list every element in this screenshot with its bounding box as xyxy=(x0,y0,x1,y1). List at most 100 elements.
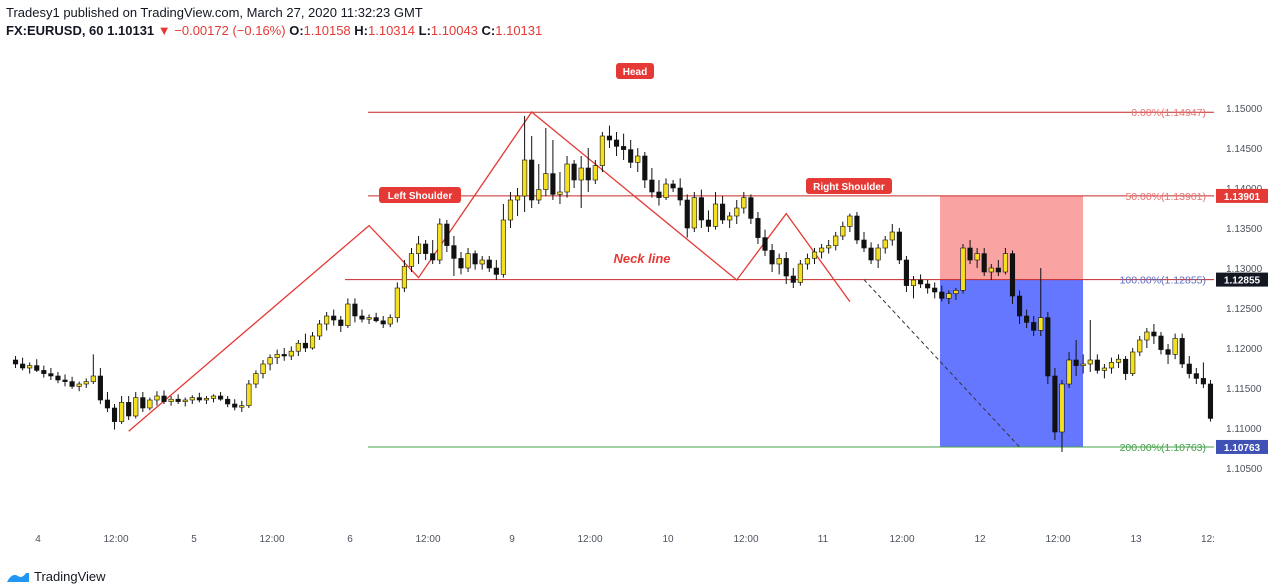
low-value: 1.10043 xyxy=(430,23,478,38)
candle-body xyxy=(776,258,782,265)
candle-body xyxy=(960,247,966,291)
candle-body xyxy=(1052,375,1058,433)
candle-body xyxy=(946,293,952,299)
x-tick-label: 13 xyxy=(1130,534,1142,545)
candle-body xyxy=(613,139,620,147)
candle-body xyxy=(995,267,1001,273)
candle-body xyxy=(175,398,181,402)
head-shoulders-pattern xyxy=(128,111,851,432)
candle-body xyxy=(910,279,917,286)
candle-body xyxy=(939,291,945,299)
candle-body xyxy=(359,315,365,320)
candle-body xyxy=(232,403,238,408)
candle-body xyxy=(218,395,224,400)
candle-body xyxy=(1130,351,1136,374)
candle-body xyxy=(119,402,125,422)
candle-body xyxy=(267,357,273,365)
candle-body xyxy=(755,218,761,238)
candle-body xyxy=(522,159,528,197)
candle-body xyxy=(1073,359,1079,366)
candle-body xyxy=(981,253,987,273)
open-value: 1.10158 xyxy=(303,23,351,38)
candle-body xyxy=(90,375,96,382)
pattern-label-box xyxy=(806,178,892,194)
candle-body xyxy=(988,267,994,273)
candle-body xyxy=(974,253,980,261)
candle-body xyxy=(734,207,740,217)
footer-brand[interactable]: TradingView xyxy=(6,569,106,584)
candle-body xyxy=(889,231,895,241)
candle-body xyxy=(790,275,796,283)
fib-level-label: 100.00%(1.12855) xyxy=(1120,275,1206,287)
candle-body xyxy=(1179,338,1185,365)
candle-body xyxy=(1066,359,1072,385)
candle-body xyxy=(97,375,103,401)
low-label: L: xyxy=(418,23,431,38)
candle-body xyxy=(621,146,627,150)
y-tick-label: 1.11000 xyxy=(1226,424,1262,435)
candle-body xyxy=(281,354,287,357)
candle-body xyxy=(295,342,301,352)
x-tick-label: 12:00 xyxy=(577,534,602,545)
pattern-label-box xyxy=(616,63,654,79)
take-profit-zone xyxy=(940,279,1083,447)
candle-body xyxy=(896,231,902,261)
brand-name: TradingView xyxy=(34,569,106,584)
candle-body xyxy=(656,191,662,198)
last-price: 1.10131 xyxy=(107,23,155,38)
y-tick-label: 1.11500 xyxy=(1226,384,1262,395)
candle-body xyxy=(34,365,40,371)
candle-body xyxy=(875,247,881,261)
candle-body xyxy=(1108,362,1115,369)
candle-body xyxy=(189,397,195,401)
candle-body xyxy=(571,163,577,181)
candle-body xyxy=(953,290,959,294)
x-tick-label: 12:00 xyxy=(103,534,128,545)
candle-body xyxy=(1158,335,1164,350)
candle-body xyxy=(111,407,118,422)
x-tick-label: 9 xyxy=(509,534,515,545)
candle-body xyxy=(663,183,669,198)
tradingview-logo-icon xyxy=(7,572,29,582)
x-tick-label: 6 xyxy=(347,534,353,545)
candle-body xyxy=(536,189,542,201)
candle-body xyxy=(720,203,726,221)
candle-body xyxy=(826,245,832,249)
candle-body xyxy=(309,335,316,349)
candle-body xyxy=(48,373,54,377)
candle-body xyxy=(833,235,839,246)
candle-body xyxy=(27,365,33,369)
candle-body xyxy=(161,395,167,402)
candle-body xyxy=(140,397,146,409)
candle-body xyxy=(649,179,655,193)
candle-body xyxy=(691,197,697,229)
candle-body xyxy=(500,219,506,275)
symbol-name[interactable]: FX:EURUSD, 60 xyxy=(6,23,104,38)
x-tick-label: 12: xyxy=(1201,534,1215,545)
candle-body xyxy=(819,247,825,253)
candle-body xyxy=(1123,358,1129,374)
candle-body xyxy=(408,253,415,267)
candle-body xyxy=(1165,349,1171,355)
candle-body xyxy=(1094,359,1100,371)
candle-body xyxy=(253,373,259,385)
candle-body xyxy=(1200,378,1206,385)
candle-body xyxy=(345,303,351,326)
candle-body xyxy=(1059,383,1065,433)
price-tag xyxy=(1216,439,1268,454)
candle-body xyxy=(1045,317,1051,377)
candle-body xyxy=(797,263,803,283)
candle-body xyxy=(507,199,514,221)
y-tick-label: 1.14500 xyxy=(1226,144,1263,155)
candle-body xyxy=(1137,339,1143,353)
candle-body xyxy=(811,251,818,259)
candle-body xyxy=(592,165,598,181)
candle-body xyxy=(599,135,605,166)
x-tick-label: 5 xyxy=(191,534,197,545)
candle-body xyxy=(762,237,768,251)
candle-body xyxy=(415,243,422,254)
x-tick-label: 12:00 xyxy=(259,534,284,545)
candle-body xyxy=(387,317,393,325)
candle-body xyxy=(550,173,556,195)
